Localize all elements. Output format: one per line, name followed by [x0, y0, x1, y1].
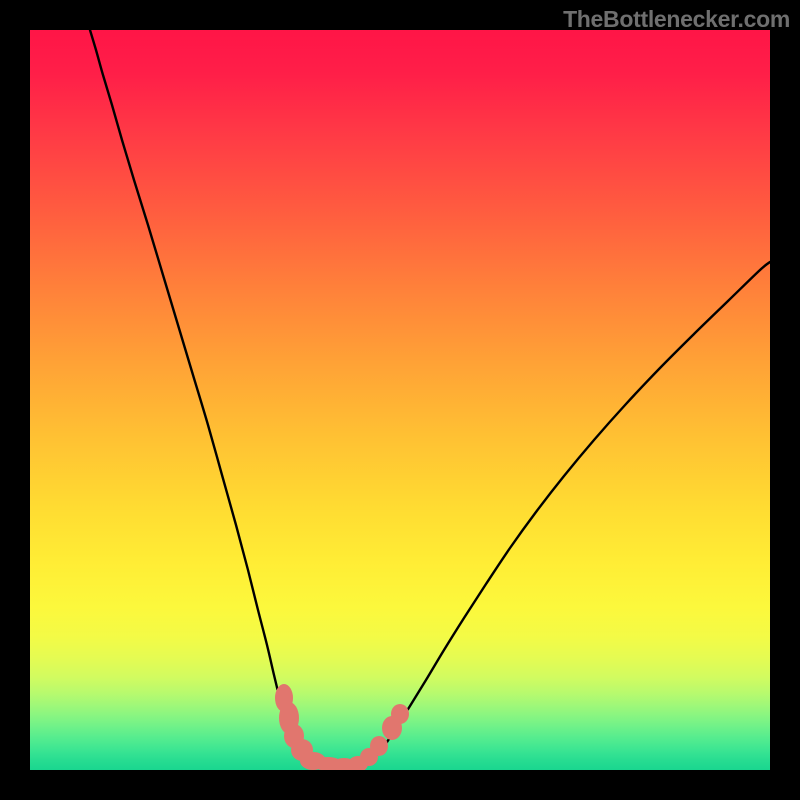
- chart-frame: TheBottlenecker.com: [0, 0, 800, 800]
- watermark-text: TheBottlenecker.com: [563, 6, 790, 33]
- marker-blobs: [30, 30, 770, 770]
- marker-blob: [370, 736, 388, 756]
- plot-area: [30, 30, 770, 770]
- marker-blob: [391, 704, 409, 724]
